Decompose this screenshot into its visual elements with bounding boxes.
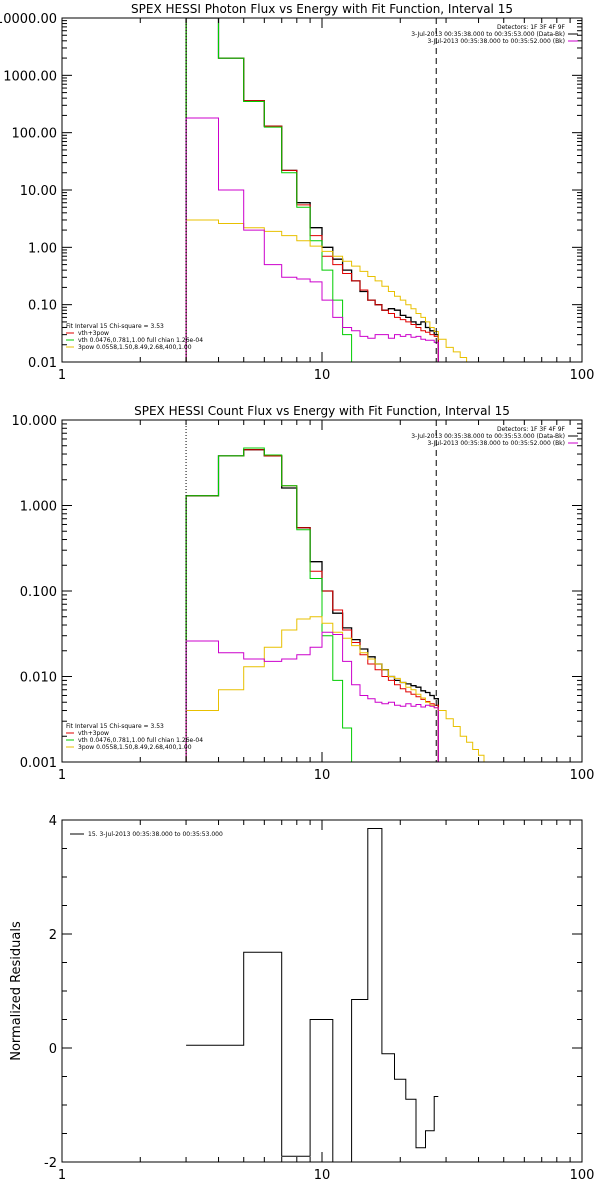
series-data [185,18,439,362]
plot-frame [61,819,583,1163]
legend-text: Detectors: 1F 3F 4F 9F [497,426,566,433]
chart-title: SPEX HESSI Count Flux vs Energy with Fit… [134,404,510,418]
legend-bottom-left: Fit Interval 15 Chi-square = 3.53vth+3po… [66,723,203,751]
legend-text: Fit Interval 15 Chi-square = 3.53 [66,723,164,730]
legend-text: 3-Jul-2013 00:35:38.000 to 00:35:53.000 … [411,433,565,440]
plot-area [186,828,439,1162]
y-tick-label: 10.000 [12,414,58,429]
y-axis-label: Normalized Residuals [9,921,24,1061]
y-tick-label: 0.01 [28,356,57,371]
y-tick-label: 0.001 [20,756,57,771]
x-tick-label: 1 [58,1168,66,1183]
y-axis: 0.01 0.10 1.00 10.00 100.00 1000.00 10000.00 [0,12,582,371]
legend-text: vth 0.0476,0.781,1.00 full chian 1.26e-0… [78,737,203,744]
chart-title: SPEX HESSI Photon Flux vs Energy with Fi… [131,2,513,16]
legend-top-right: Detectors: 1F 3F 4F 9F3-Jul-2013 00:35:3… [411,426,578,447]
series-3pow [185,219,474,362]
y-tick-label: 10000.00 [0,12,57,27]
y-tick-label: 100.00 [12,127,58,142]
y-tick-label: 0.10 [28,299,57,314]
x-axis: 1 10 100 [58,420,595,783]
plot-area [185,18,474,362]
legend-text: Detectors: 1F 3F 4F 9F [497,24,566,31]
y-axis: 0.001 0.010 0.100 1.000 10.000 [12,414,582,771]
y-tick-label: 0.010 [20,671,57,686]
panel-1: SPEX HESSI Photon Flux vs Energy with Fi… [0,2,594,383]
x-tick-label: 100 [570,768,595,783]
plot-area [185,420,493,762]
y-tick-label: -2 [44,1156,57,1171]
plot-frame [61,17,583,363]
legend-top-left: 15. 3-Jul-2013 00:35:38.000 to 00:35:53.… [70,831,223,838]
y-tick-label: 1.000 [20,500,57,515]
legend-text: vth+3pow [78,330,109,337]
y-tick-label: 1000.00 [3,69,57,84]
panel-3: 1 10 100 -2 0 2 4 Normalized Residuals 15. 3-Jul… [9,814,594,1183]
legend-text: Fit Interval 15 Chi-square = 3.53 [66,323,164,330]
x-tick-label: 1 [58,768,66,783]
y-tick-label: 10.00 [20,184,57,199]
series-3pow [185,616,493,762]
legend-text: vth+3pow [78,730,109,737]
plot-frame [61,419,583,763]
legend-text: vth 0.0476,0.781,1.00 full chian 1.26e-0… [78,337,203,344]
x-tick-label: 100 [570,1168,595,1183]
legend-bottom-left: Fit Interval 15 Chi-square = 3.53vth+3po… [66,323,203,351]
panel-2: SPEX HESSI Count Flux vs Energy with Fit… [12,404,595,783]
series-vth-3pow [185,18,439,362]
x-axis: 1 10 100 [58,820,595,1183]
y-axis: -2 0 2 4 [44,814,582,1171]
x-tick-label: 10 [314,368,331,383]
y-tick-label: 0.100 [20,585,57,600]
series-vth [185,447,353,762]
legend-text: 3-Jul-2013 00:35:38.000 to 00:35:53.000 … [411,31,565,38]
x-axis: 1 10 100 [58,18,595,383]
series-vth-3pow [185,449,439,762]
series-residuals [186,828,439,1162]
y-tick-label: 4 [49,814,57,829]
x-tick-label: 10 [314,768,331,783]
series-data [185,449,439,762]
y-tick-label: 2 [49,928,57,943]
series-vth [185,18,353,362]
legend-text: 3-Jul-2013 00:35:38.000 to 00:35:52.000 … [427,38,565,45]
x-tick-label: 1 [58,368,66,383]
legend-top-right: Detectors: 1F 3F 4F 9F3-Jul-2013 00:35:3… [411,24,578,45]
y-tick-label: 1.00 [28,241,57,256]
legend-text: 3pow 0.0558,1.50,8.49,2.68,400,1.00 [78,344,192,351]
x-tick-label: 100 [570,368,595,383]
legend-text: 3pow 0.0558,1.50,8.49,2.68,400,1.00 [78,744,192,751]
x-tick-label: 10 [314,1168,331,1183]
series-bk [185,631,439,762]
legend-text: 15. 3-Jul-2013 00:35:38.000 to 00:35:53.… [88,831,223,838]
legend-text: 3-Jul-2013 00:35:38.000 to 00:35:52.000 … [427,440,565,447]
series-bk [185,117,439,362]
y-tick-label: 0 [49,1042,57,1057]
